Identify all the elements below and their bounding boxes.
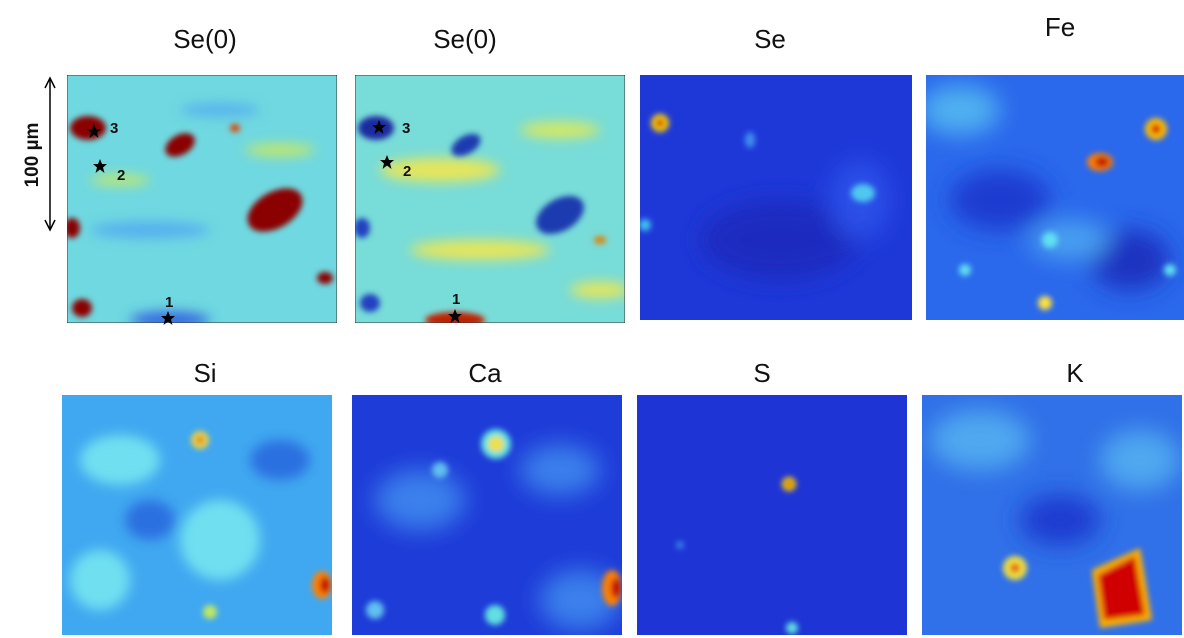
- marker-label: 1: [165, 294, 173, 311]
- map-se: [640, 75, 912, 320]
- panel-title: S: [753, 358, 770, 388]
- marker-label: 3: [402, 120, 410, 137]
- panel-title: Se(0): [173, 24, 237, 54]
- panel-title: K: [1066, 358, 1084, 388]
- panel-title: Fe: [1045, 12, 1075, 42]
- scale-label: 100 µm: [22, 123, 43, 188]
- marker-label: 1: [452, 291, 460, 308]
- panel-title: Si: [193, 358, 216, 388]
- map-si: [62, 395, 332, 635]
- map-s: [637, 395, 907, 635]
- marker-label: 3: [110, 120, 118, 137]
- map-k: [922, 395, 1182, 635]
- marker-label: 2: [117, 167, 125, 184]
- map-se0-b: [355, 75, 625, 323]
- panel-title: Se: [754, 24, 786, 54]
- map-fe: [926, 75, 1184, 320]
- marker-label: 2: [403, 163, 411, 180]
- map-se0-a: [67, 75, 337, 323]
- scale-bar: 100 µm: [22, 76, 56, 232]
- panel-title: Se(0): [433, 24, 497, 54]
- map-ca: [352, 395, 622, 635]
- panel-title: Ca: [468, 358, 502, 388]
